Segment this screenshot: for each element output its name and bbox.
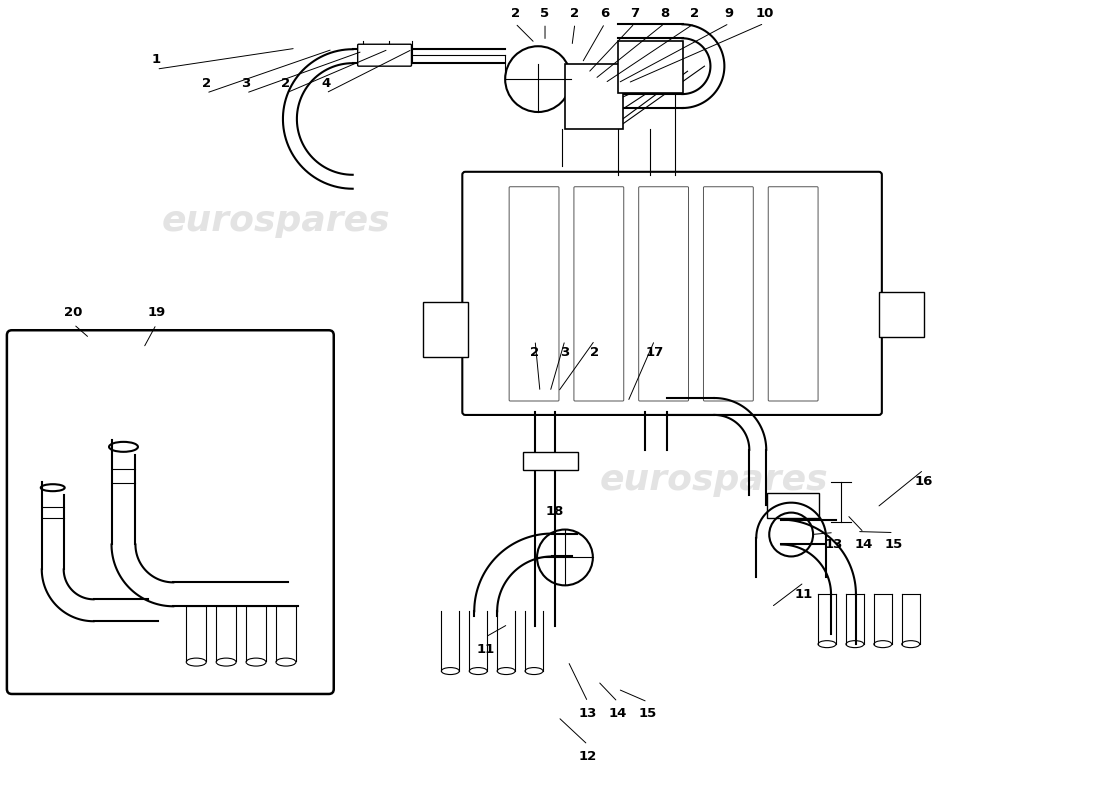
Text: 19: 19 [147, 306, 165, 319]
Text: 16: 16 [914, 475, 933, 488]
Text: eurospares: eurospares [162, 203, 390, 238]
Text: 9: 9 [725, 7, 734, 20]
Text: 5: 5 [540, 7, 550, 20]
Text: 3: 3 [241, 77, 251, 90]
Text: 18: 18 [546, 505, 564, 518]
Text: 3: 3 [560, 346, 570, 358]
FancyBboxPatch shape [768, 186, 818, 401]
FancyBboxPatch shape [524, 452, 578, 470]
Text: 2: 2 [690, 7, 700, 20]
Text: 15: 15 [884, 538, 903, 551]
FancyBboxPatch shape [565, 64, 623, 129]
FancyBboxPatch shape [424, 302, 469, 357]
FancyBboxPatch shape [639, 186, 689, 401]
FancyBboxPatch shape [618, 42, 682, 93]
Text: 2: 2 [591, 346, 600, 358]
FancyBboxPatch shape [7, 330, 333, 694]
Text: 11: 11 [795, 588, 813, 601]
Text: 2: 2 [571, 7, 580, 20]
Text: 8: 8 [660, 7, 669, 20]
FancyBboxPatch shape [509, 186, 559, 401]
Text: eurospares: eurospares [600, 223, 828, 258]
Text: 7: 7 [630, 7, 639, 20]
Text: 12: 12 [579, 750, 597, 763]
Text: 6: 6 [601, 7, 609, 20]
FancyBboxPatch shape [358, 44, 411, 66]
Text: eurospares: eurospares [600, 462, 828, 497]
FancyBboxPatch shape [879, 292, 924, 338]
Text: 14: 14 [608, 707, 627, 721]
Text: 2: 2 [530, 346, 540, 358]
Text: 2: 2 [282, 77, 290, 90]
FancyBboxPatch shape [462, 172, 882, 415]
Text: 4: 4 [321, 77, 330, 90]
Text: 1: 1 [152, 53, 161, 66]
Text: 13: 13 [579, 707, 597, 721]
Text: 14: 14 [855, 538, 873, 551]
Text: 15: 15 [638, 707, 657, 721]
Text: 10: 10 [755, 7, 773, 20]
FancyBboxPatch shape [704, 186, 754, 401]
Text: 11: 11 [476, 642, 494, 656]
Text: 2: 2 [510, 7, 519, 20]
Text: 2: 2 [201, 77, 211, 90]
Text: 17: 17 [646, 346, 663, 358]
FancyBboxPatch shape [574, 186, 624, 401]
Text: 13: 13 [825, 538, 844, 551]
Text: 20: 20 [65, 306, 82, 319]
FancyBboxPatch shape [767, 493, 820, 518]
